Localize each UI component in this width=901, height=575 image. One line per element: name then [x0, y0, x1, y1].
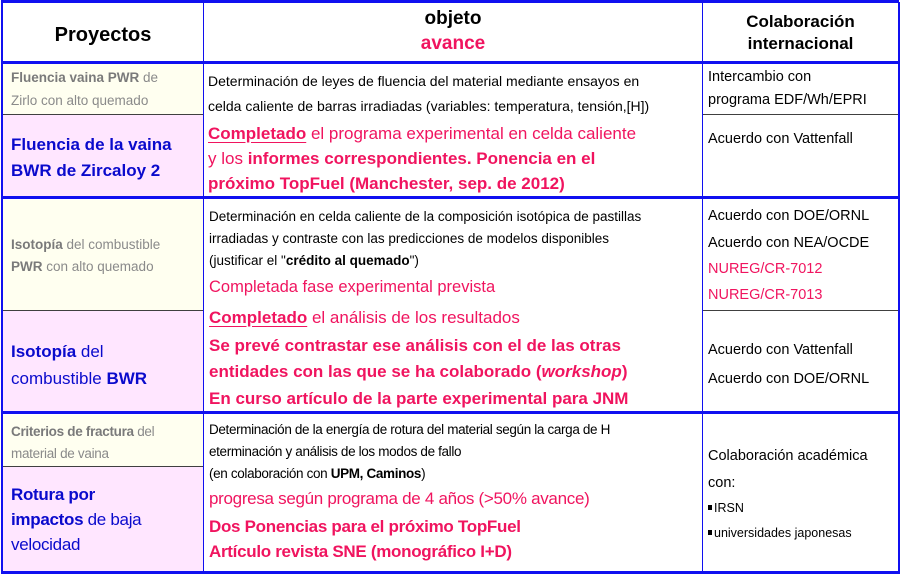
header-proyectos: Proyectos — [3, 24, 203, 47]
row-divider — [703, 310, 898, 311]
objective-text: Determinación de leyes de fluencia del m… — [208, 73, 640, 89]
collab-item: Acuerdo con Vattenfall — [708, 342, 853, 358]
collab-item: Colaboración académica — [708, 448, 868, 464]
group-divider-2 — [1, 411, 899, 414]
project-name-line: velocidad — [11, 535, 81, 554]
collab-item: con: — [708, 475, 736, 491]
collab-item: Acuerdo con DOE/ORNL — [708, 371, 870, 387]
collab-item: IRSN — [714, 501, 744, 515]
project-name: Rotura por — [11, 485, 95, 504]
progress-text: el programa experimental en celda calien… — [306, 124, 637, 143]
project-name-rest: del combustible — [62, 237, 161, 252]
project-name-line: Zirlo con alto quemado — [11, 93, 149, 108]
project-name-line: material de vaina — [11, 446, 109, 461]
collab-item: Acuerdo con DOE/ORNL — [708, 208, 870, 224]
header-divider — [1, 61, 899, 64]
table-border-top — [1, 0, 899, 3]
objective-text-bold: crédito al quemado — [285, 253, 410, 268]
header-objeto: objeto avance — [204, 8, 702, 55]
objective-text: ") — [409, 253, 419, 268]
table-border-left — [1, 2, 3, 574]
progress-text-bold: Se prevé contrastar ese análisis con el … — [209, 336, 621, 355]
project-name-line: BWR de Zircaloy 2 — [11, 161, 161, 180]
collab-item: programa EDF/Wh/EPRI — [708, 92, 867, 108]
status-completado: Completado — [209, 308, 308, 327]
pwr-cell-bg-2 — [3, 200, 204, 310]
project-name: Isotopía — [11, 237, 63, 252]
pwr-cell-bg-1 — [3, 64, 204, 114]
project-name-rest: de baja — [83, 510, 142, 529]
objective-text: Determinación en celda caliente de la co… — [209, 209, 642, 224]
progress-text-bold: En curso artículo de la parte experiment… — [209, 389, 629, 408]
row-divider — [3, 310, 203, 311]
pwr-cell-bg-3 — [3, 415, 204, 466]
collab-item: Acuerdo con NEA/OCDE — [708, 235, 870, 251]
bwr-cell-bg-1 — [3, 115, 204, 196]
collab-item: Intercambio con — [708, 69, 812, 85]
table-border-bottom — [1, 571, 899, 574]
row-divider — [703, 114, 898, 115]
project-name: Fluencia vaina PWR — [11, 70, 140, 85]
progress-text-bold: informes correspondientes. Ponencia en e… — [247, 149, 596, 168]
objective-text-bold: UPM, Caminos — [330, 466, 422, 481]
project-name: BWR — [106, 369, 148, 388]
project-name: Fluencia de la vaina — [11, 135, 172, 154]
column-header-colaboracion: Colaboración — [746, 12, 855, 31]
column-header-proyectos: Proyectos — [54, 24, 152, 46]
project-name-rest: del — [76, 342, 104, 361]
progress-text-italic: workshop — [541, 362, 622, 381]
project-name: Isotopía — [11, 342, 77, 361]
nureg-report-link: NUREG/CR-7013 — [708, 287, 823, 303]
project-name-rest: del — [133, 424, 155, 439]
bwr-cell-bg-2 — [3, 311, 204, 411]
group-divider-1 — [1, 196, 899, 199]
collab-item: universidades japonesas — [714, 526, 852, 540]
table-border-right — [898, 2, 900, 574]
progress-text-bold: Artículo revista SNE (monográfico I+D) — [209, 542, 512, 561]
column-header-avance: avance — [420, 33, 486, 54]
progress-text-bold: próximo TopFuel (Manchester, sep. de 201… — [208, 174, 565, 193]
project-name: PWR — [11, 259, 43, 274]
bwr-cell-bg-3 — [3, 467, 204, 571]
header-colaboracion: Colaboración internacional — [703, 12, 898, 54]
progress-text: Completada fase experimental prevista — [209, 278, 496, 296]
nureg-report-link: NUREG/CR-7012 — [708, 261, 823, 277]
objective-text: irradiadas y contraste con las prediccio… — [209, 231, 609, 246]
objective-text: celda caliente de barras irradiadas (var… — [208, 98, 650, 114]
progress-text: el análisis de los resultados — [307, 308, 520, 327]
collab-item: Acuerdo con Vattenfall — [708, 131, 853, 147]
progress-text-bold: ) — [621, 362, 628, 381]
row-divider — [3, 114, 203, 115]
column-divider-1 — [203, 2, 204, 574]
project-name-rest: de — [139, 70, 159, 85]
project-name-rest: con alto quemado — [42, 259, 154, 274]
progress-text-bold: Dos Ponencias para el próximo TopFuel — [209, 517, 521, 536]
bullet-icon — [708, 530, 712, 535]
project-name-rest: combustible — [11, 369, 107, 388]
objective-text: (en colaboración con — [209, 466, 331, 481]
objective-text: eterminación y análisis de los modos de … — [209, 444, 462, 459]
objective-text: Determinación de la energía de rotura de… — [209, 422, 610, 437]
status-completado: Completado — [208, 124, 307, 143]
column-divider-2 — [702, 2, 703, 574]
objective-text: ) — [421, 466, 426, 481]
column-header-objeto: objeto — [424, 8, 482, 29]
objective-text: (justificar el " — [209, 253, 286, 268]
progress-text: progresa según programa de 4 años (>50% … — [209, 489, 590, 508]
progress-text: y los — [208, 149, 248, 168]
column-header-internacional: internacional — [747, 34, 854, 53]
project-name: impactos — [11, 510, 84, 529]
progress-text-bold: entidades con las que se ha colaborado ( — [209, 362, 542, 381]
project-name: Criterios de fractura — [11, 424, 134, 439]
row-divider — [3, 466, 203, 467]
bullet-icon — [708, 505, 712, 510]
